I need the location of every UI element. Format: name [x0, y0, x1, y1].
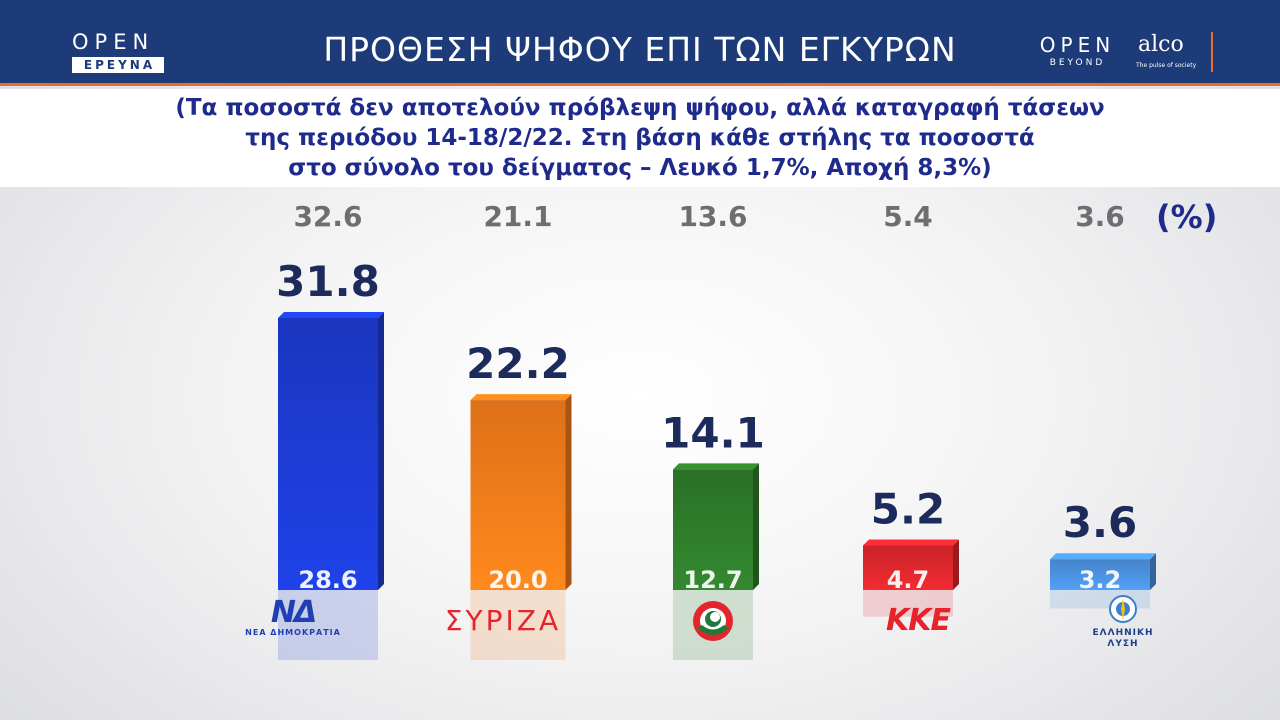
logo-divider [1211, 32, 1213, 72]
open-beyond-brand: OPEN [1039, 33, 1116, 57]
ereuna-logo-text: ΕΡΕΥΝΑ [72, 57, 164, 73]
sample-base-value-label: 28.6 [298, 566, 357, 594]
comparison-value-label: 21.1 [483, 200, 552, 233]
nd-logo-name: ΝΕΑ ΔΗΜΟΚΡΑΤΙΑ [245, 628, 341, 637]
open-beyond-sub: BEYOND [1049, 58, 1106, 68]
bar-side [565, 394, 572, 590]
nd-party-logo: ΝΔ ΝΕΑ ΔΗΜΟΚΡΑΤΙΑ [228, 598, 358, 644]
elliniki-lysi-name-2: ΛΥΣΗ [1107, 639, 1139, 649]
bar-reflection [278, 590, 378, 660]
comparison-value-label: 3.6 [1075, 200, 1125, 233]
elliniki-lysi-emblem-icon [1109, 595, 1137, 623]
syriza-logo-name: ΣΥΡΙΖΑ [444, 604, 562, 637]
elliniki-lysi-name-1: ΕΛΛΗΝΙΚΗ [1092, 628, 1154, 638]
comparison-value-label: 13.6 [678, 200, 747, 233]
bar [1050, 559, 1150, 590]
bar-side [378, 312, 384, 590]
bar-value-label: 3.6 [1063, 498, 1137, 547]
open-ereuna-logo: OPEN ΕΡΕΥΝΑ [72, 30, 164, 76]
subtitle-box: (Τα ποσοστά δεν αποτελούν πρόβλεψη ψήφου… [0, 89, 1280, 187]
bar-top [470, 394, 572, 401]
open-beyond-logo: OPEN BEYOND [1030, 34, 1125, 74]
bar-value-label: 5.2 [871, 485, 945, 534]
header-bar: OPEN ΕΡΕΥΝΑ ΠΡΟΘΕΣΗ ΨΗΦΟΥ ΕΠΙ ΤΩΝ ΕΓΚΥΡΩ… [0, 0, 1280, 86]
sample-base-value-label: 12.7 [683, 566, 742, 594]
bar [863, 545, 953, 590]
comparison-value-label: 32.6 [293, 200, 362, 233]
open-logo-text: OPEN [72, 30, 155, 54]
subtitle-line-3: στο σύνολο του δείγματος – Λευκό 1,7%, Α… [288, 155, 992, 181]
sample-base-value-label: 3.2 [1079, 566, 1122, 594]
pasok-sun-icon [693, 601, 733, 641]
unit-label: (%) [1156, 198, 1218, 236]
bar [278, 318, 378, 590]
bar-value-label: 31.8 [276, 257, 380, 306]
elliniki-lysi-party-logo: ΕΛΛΗΝΙΚΗ ΛΥΣΗ [1078, 594, 1168, 654]
comparison-value-label: 5.4 [883, 200, 933, 233]
bar-reflection [863, 590, 953, 617]
sample-base-value-label: 4.7 [887, 566, 930, 594]
bar-reflection [470, 590, 566, 660]
bar [673, 469, 753, 590]
kke-party-logo: ΚΚΕ [858, 604, 978, 644]
bar [470, 400, 566, 590]
subtitle-line-1: (Τα ποσοστά δεν αποτελούν πρόβλεψη ψήφου… [175, 95, 1105, 121]
nd-logo-mark: ΝΔ [270, 595, 317, 630]
alco-brand: alco [1138, 32, 1184, 57]
bar-top [1050, 553, 1156, 560]
page-title: ΠΡΟΘΕΣΗ ΨΗΦΟΥ ΕΠΙ ΤΩΝ ΕΓΚΥΡΩΝ [323, 30, 957, 69]
subtitle-line-2: της περιόδου 14-18/2/22. Στη βάση κάθε σ… [245, 125, 1035, 151]
bar-side [753, 463, 759, 590]
alco-tagline: The pulse of society [1136, 62, 1197, 69]
sample-base-value-label: 20.0 [488, 566, 547, 594]
bar-value-label: 22.2 [466, 339, 570, 388]
bar-side [953, 539, 959, 590]
syriza-party-logo: ΣΥΡΙΖΑ [418, 604, 588, 644]
bar-top [673, 463, 759, 470]
bar-top [278, 312, 384, 318]
alco-logo: alco The pulse of society [1136, 32, 1216, 76]
bar-top [863, 539, 959, 546]
bar-value-label: 14.1 [661, 408, 765, 457]
pasok-party-logo [678, 598, 748, 644]
kke-logo-name: ΚΚΕ [886, 603, 951, 638]
bar-side [1150, 553, 1156, 590]
